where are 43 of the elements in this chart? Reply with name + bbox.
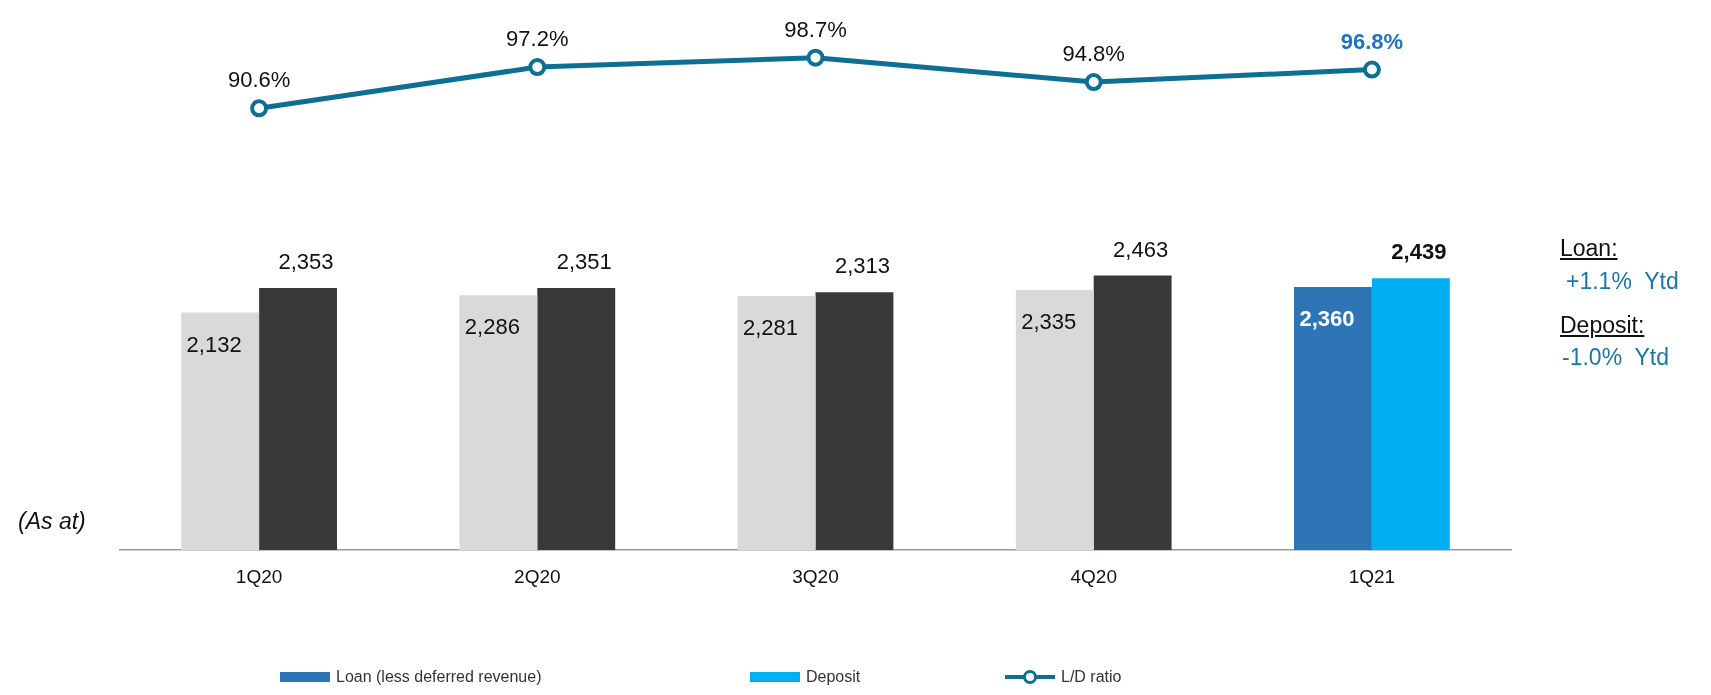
bar (815, 292, 894, 551)
legend-label: Loan (less deferred revenue) (336, 668, 542, 686)
point (528, 58, 547, 77)
data-label: 2,353 (278, 248, 334, 274)
data-label: 2,335 (1021, 308, 1077, 334)
text: +1.1% Ytd (1566, 268, 1679, 295)
text: (As at) (18, 508, 86, 535)
point (1362, 60, 1381, 79)
bar (259, 287, 337, 551)
x-tick-label: 1Q21 (1348, 565, 1396, 587)
bar (1371, 278, 1450, 551)
data-label: 97.2% (506, 26, 569, 52)
data-label: 98.7% (784, 16, 847, 42)
bar (1015, 289, 1094, 551)
data-label: 2,360 (1299, 306, 1355, 332)
x-tick-label: 2Q20 (514, 565, 561, 587)
data-label: 2,463 (1113, 236, 1169, 262)
x-tick-label: 3Q20 (792, 565, 839, 587)
x-tick-label: 4Q20 (1070, 565, 1117, 587)
data-label: 2,351 (556, 249, 612, 275)
data-label: 2,313 (834, 253, 890, 279)
bar (737, 295, 816, 551)
x-tick-label: 1Q20 (235, 565, 283, 587)
text: Deposit: (1560, 312, 1645, 339)
point (250, 99, 269, 118)
bar (181, 312, 260, 551)
text: Loan: (1560, 235, 1618, 262)
bar (1093, 275, 1172, 551)
bar (459, 295, 538, 551)
legend-label: Deposit (806, 668, 861, 686)
legend-label: L/D ratio (1061, 668, 1122, 686)
data-label: 2,439 (1391, 239, 1447, 265)
bar (1294, 287, 1372, 551)
data-label: 96.8% (1340, 28, 1404, 54)
data-label: 2,286 (464, 314, 520, 340)
text: -1.0% Ytd (1562, 344, 1669, 371)
data-label: 2,281 (743, 314, 799, 340)
data-label: 94.8% (1062, 41, 1125, 67)
data-label: 90.6% (227, 67, 291, 93)
point (806, 48, 825, 67)
bar (537, 288, 616, 551)
data-label: 2,132 (186, 331, 242, 357)
point (1084, 73, 1103, 92)
